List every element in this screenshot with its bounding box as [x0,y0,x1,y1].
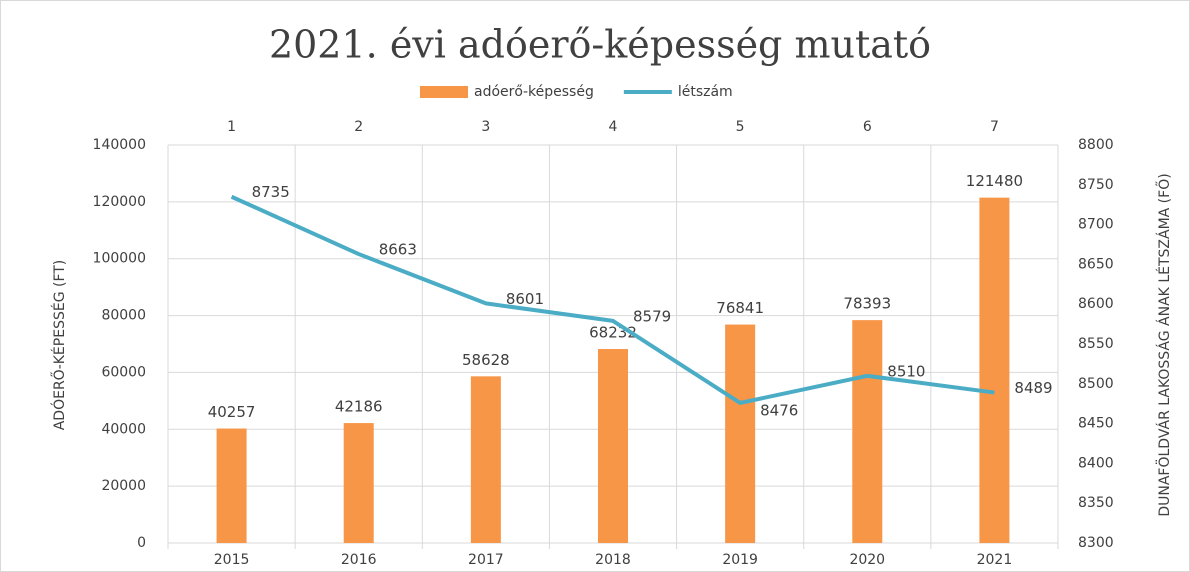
chart-title: 2021. évi adóerő-képesség mutató [269,23,931,67]
x-tick-label: 2015 [214,552,250,568]
bar-value-label: 76841 [716,299,764,317]
y2-tick-label: 8450 [1078,416,1114,432]
line-value-label: 8601 [506,290,544,308]
bar-value-label: 40257 [208,403,256,421]
x-tick-label: 2021 [977,552,1013,568]
top-x-tick-label: 7 [990,119,999,135]
bar [725,324,756,543]
y-tick-label: 100000 [93,251,146,267]
y2-tick-label: 8800 [1078,137,1114,153]
y2-axis-label: DUNAFÖLDVÁR LAKOSSÁG ÁNAK LÉTSZÁMA (FŐ) [1155,173,1173,516]
top-x-tick-label: 4 [609,119,618,135]
y-axis-label: ADÓERŐ-KÉPESSÉG (FT) [50,260,68,431]
line-value-label: 8735 [252,183,290,201]
bar [852,320,883,543]
y2-tick-label: 8550 [1078,336,1114,352]
line-value-label: 8489 [1014,379,1052,397]
x-tick-label: 2018 [595,552,631,568]
bar-value-label: 121480 [966,172,1023,190]
y2-tick-label: 8500 [1078,376,1114,392]
line-value-label: 8510 [887,362,925,380]
y2-tick-label: 8300 [1078,535,1114,551]
bar [470,376,501,543]
y-tick-label: 120000 [93,194,146,210]
y2-tick-label: 8700 [1078,217,1114,233]
y-tick-label: 60000 [101,364,146,380]
top-x-tick-label: 1 [227,119,236,135]
y2-tick-label: 8600 [1078,296,1114,312]
x-tick-label: 2020 [849,552,885,568]
top-x-tick-label: 2 [354,119,363,135]
x-tick-label: 2016 [341,552,377,568]
line-value-label: 8579 [633,307,671,325]
line-value-label: 8663 [379,241,417,259]
x-tick-label: 2017 [468,552,504,568]
y2-tick-label: 8350 [1078,495,1114,511]
bar [979,197,1010,543]
y-tick-label: 0 [137,535,146,551]
y2-tick-label: 8650 [1078,256,1114,272]
bar-value-label: 78393 [843,295,891,313]
top-x-tick-label: 3 [481,119,490,135]
top-x-tick-label: 5 [736,119,745,135]
bar [216,428,247,543]
y-tick-label: 80000 [101,308,146,324]
legend-swatch [420,86,468,98]
y2-tick-label: 8400 [1078,455,1114,471]
legend-label: adóerő-képesség [474,84,594,100]
bar [598,349,628,543]
line-value-label: 8476 [760,401,798,419]
bar-value-label: 58628 [462,351,510,369]
line [230,194,995,405]
top-x-tick-label: 6 [863,119,872,135]
bar [343,423,374,543]
y-tick-label: 20000 [101,478,146,494]
y-tick-label: 140000 [93,137,146,153]
y-tick-label: 40000 [101,421,146,437]
bar-value-label: 42186 [335,398,383,416]
y2-tick-label: 8750 [1078,177,1114,193]
x-tick-label: 2019 [722,552,758,568]
legend-label: létszám [678,84,733,100]
